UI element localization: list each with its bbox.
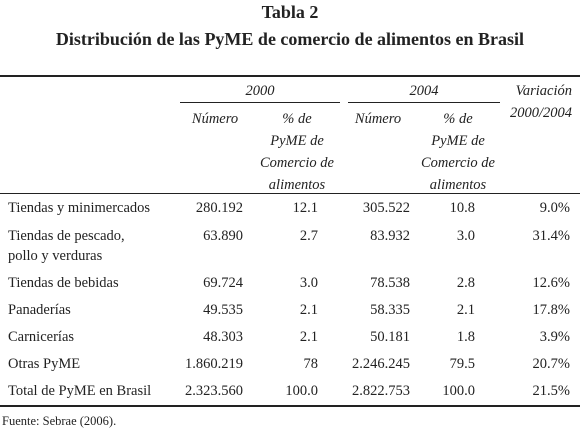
table-title: Tabla 2	[261, 2, 319, 22]
cell: 48.303	[203, 329, 243, 345]
cell: 63.890	[203, 228, 243, 244]
table-subtitle: Distribución de las PyME de comercio de …	[55, 29, 525, 49]
source-note: Fuente: Sebrae (2006).	[2, 414, 117, 428]
cell: 83.932	[370, 228, 410, 244]
cell: 10.8	[449, 200, 475, 216]
top-rule	[0, 75, 580, 77]
cell: 9.0%	[539, 200, 570, 216]
subheader: Número	[191, 111, 239, 127]
row-label: Total de PyME en Brasil	[8, 383, 152, 399]
cell: 78.538	[370, 275, 410, 291]
cell: 100.0	[285, 383, 318, 399]
cell: 3.9%	[539, 329, 570, 345]
row-label: Tiendas de pescado, pollo y verduras	[8, 228, 125, 264]
cell: 2.7	[299, 228, 318, 244]
header-rule	[0, 193, 580, 194]
cell: 3.0	[456, 228, 475, 244]
group-header: 2000	[245, 83, 275, 99]
cell: 2.1	[299, 302, 318, 318]
subheader: Número	[354, 111, 402, 127]
cell: 305.522	[362, 200, 410, 216]
cell: 78	[303, 356, 319, 372]
row-label: Otras PyME	[8, 356, 81, 372]
cell: 2.323.560	[185, 383, 243, 399]
row-label: Tiendas de bebidas	[8, 275, 119, 291]
cell: 12.6%	[532, 275, 570, 291]
group-header: 2004	[409, 83, 439, 99]
row-label: Tiendas y minimercados	[8, 200, 151, 216]
cell: 20.7%	[532, 356, 570, 372]
cell: 58.335	[370, 302, 410, 318]
cell: 3.0	[299, 275, 318, 291]
cell: 21.5%	[532, 383, 570, 399]
bottom-rule	[0, 405, 580, 407]
group-rule	[180, 102, 340, 103]
subheader: % de PyME de Comercio de alimentos	[260, 111, 334, 193]
cell: 69.724	[203, 275, 243, 291]
group-rule	[348, 102, 500, 103]
group-header: Variación 2000/2004	[509, 83, 572, 121]
subheader: % de PyME de Comercio de alimentos	[421, 111, 495, 193]
cell: 2.246.245	[352, 356, 410, 372]
cell: 12.1	[292, 200, 318, 216]
cell: 2.1	[456, 302, 475, 318]
cell: 2.822.753	[352, 383, 410, 399]
cell: 1.860.219	[185, 356, 243, 372]
cell: 2.8	[456, 275, 475, 291]
cell: 2.1	[299, 329, 318, 345]
cell: 50.181	[370, 329, 410, 345]
cell: 100.0	[442, 383, 475, 399]
cell: 79.5	[449, 356, 475, 372]
row-label: Panaderías	[8, 302, 71, 318]
cell: 31.4%	[532, 228, 570, 244]
cell: 49.535	[203, 302, 243, 318]
cell: 280.192	[195, 200, 243, 216]
cell: 17.8%	[532, 302, 570, 318]
row-label: Carnicerías	[8, 329, 75, 345]
cell: 1.8	[456, 329, 475, 345]
